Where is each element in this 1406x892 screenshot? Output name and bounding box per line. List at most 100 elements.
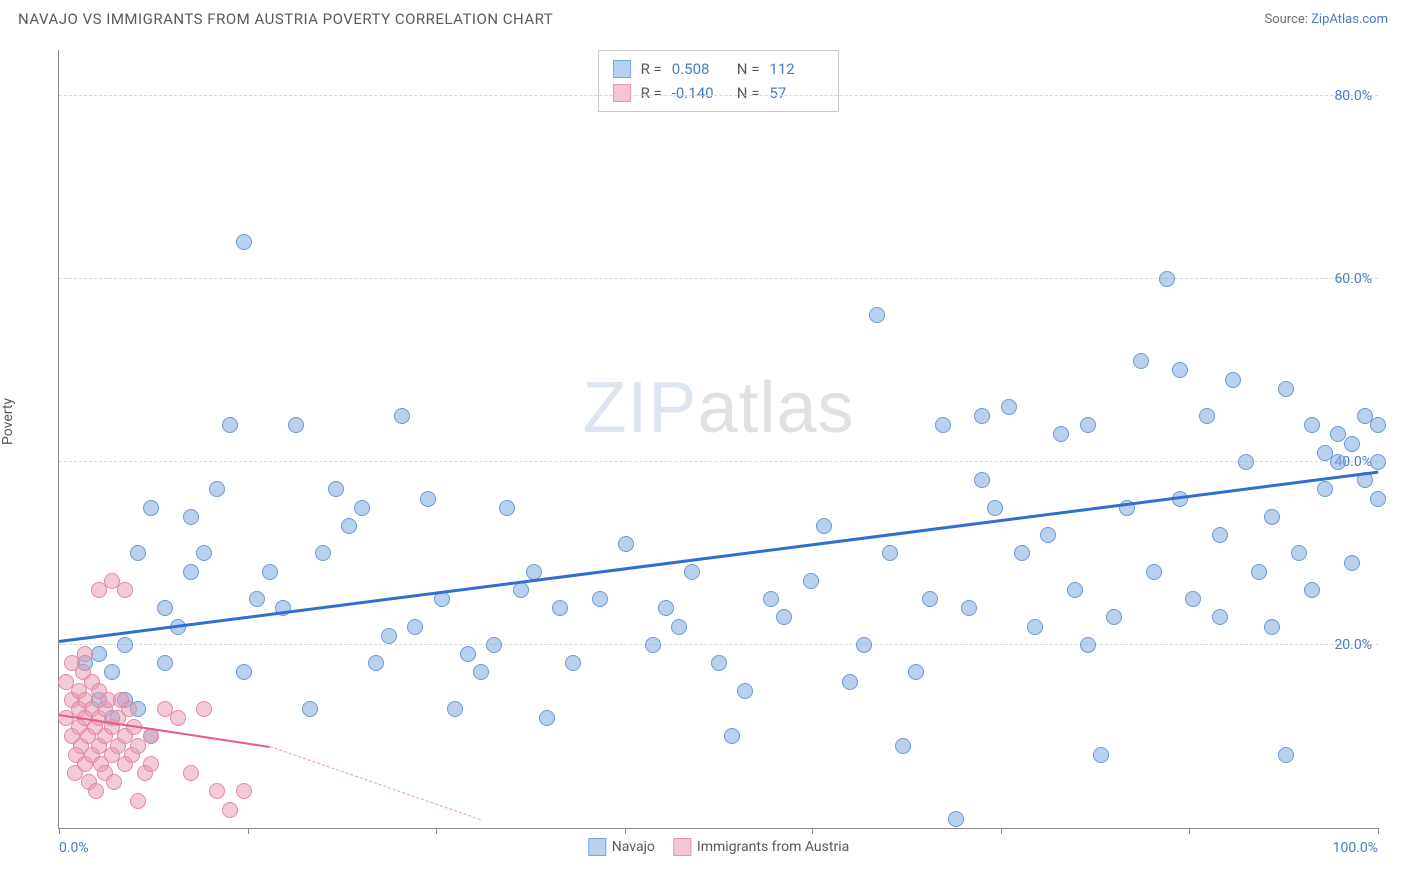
data-point [1027, 619, 1043, 635]
data-point [922, 591, 938, 607]
data-point [1014, 545, 1030, 561]
swatch-icon [588, 838, 606, 856]
swatch-icon [613, 60, 631, 78]
data-point [935, 417, 951, 433]
data-point [1212, 609, 1228, 625]
data-point [183, 564, 199, 580]
legend-item: Immigrants from Austria [673, 838, 849, 856]
data-point [209, 783, 225, 799]
data-point [987, 500, 1003, 516]
data-point [1264, 619, 1280, 635]
chart-title: NAVAJO VS IMMIGRANTS FROM AUSTRIA POVERT… [18, 10, 553, 28]
data-point [1278, 747, 1294, 763]
data-point [143, 756, 159, 772]
y-axis-label: Poverty [0, 398, 16, 445]
data-point [170, 710, 186, 726]
legend-item: Navajo [588, 838, 655, 856]
x-axis-min-label: 0.0% [59, 840, 89, 856]
x-axis-max-label: 100.0% [1333, 840, 1378, 856]
data-point [974, 472, 990, 488]
data-point [222, 417, 238, 433]
data-point [552, 600, 568, 616]
data-point [1344, 555, 1360, 571]
x-tick [1378, 828, 1379, 834]
data-point [1080, 417, 1096, 433]
watermark: ZIPatlas [582, 367, 854, 449]
data-point [1225, 372, 1241, 388]
data-point [1067, 582, 1083, 598]
data-point [1370, 454, 1386, 470]
data-point [315, 545, 331, 561]
data-point [1159, 271, 1175, 287]
data-point [1053, 426, 1069, 442]
x-tick [248, 828, 249, 834]
stats-row: R = 0.508 N = 112 [613, 57, 825, 81]
data-point [671, 619, 687, 635]
data-point [1370, 491, 1386, 507]
data-point [1304, 417, 1320, 433]
plot-area: ZIPatlas R = 0.508 N = 112 R = -0.140 N … [58, 50, 1378, 829]
data-point [262, 564, 278, 580]
data-point [407, 619, 423, 635]
data-point [1093, 747, 1109, 763]
data-point [368, 655, 384, 671]
data-point [130, 545, 146, 561]
data-point [1370, 417, 1386, 433]
data-point [249, 591, 265, 607]
data-point [77, 646, 93, 662]
data-point [381, 628, 397, 644]
x-tick [812, 828, 813, 834]
gridline [59, 461, 1378, 462]
data-point [763, 591, 779, 607]
source-attribution: Source: ZipAtlas.com [1264, 12, 1388, 27]
data-point [1264, 509, 1280, 525]
data-point [513, 582, 529, 598]
data-point [236, 664, 252, 680]
data-point [394, 408, 410, 424]
data-point [183, 509, 199, 525]
data-point [447, 701, 463, 717]
data-point [460, 646, 476, 662]
data-point [1106, 609, 1122, 625]
data-point [565, 655, 581, 671]
data-point [908, 664, 924, 680]
data-point [658, 600, 674, 616]
swatch-icon [673, 838, 691, 856]
data-point [803, 573, 819, 589]
data-point [645, 637, 661, 653]
data-point [711, 655, 727, 671]
legend-label: Immigrants from Austria [697, 839, 849, 855]
data-point [1330, 454, 1346, 470]
data-point [499, 500, 515, 516]
gridline [59, 278, 1378, 279]
data-point [1146, 564, 1162, 580]
chart-header: NAVAJO VS IMMIGRANTS FROM AUSTRIA POVERT… [0, 0, 1406, 36]
data-point [895, 738, 911, 754]
data-point [157, 600, 173, 616]
data-point [1304, 582, 1320, 598]
data-point [88, 783, 104, 799]
chart-container: Poverty ZIPatlas R = 0.508 N = 112 R = -… [18, 40, 1388, 874]
data-point [130, 793, 146, 809]
y-tick-label: 80.0% [1334, 88, 1372, 104]
data-point [882, 545, 898, 561]
data-point [117, 582, 133, 598]
data-point [684, 564, 700, 580]
data-point [1199, 408, 1215, 424]
y-tick-label: 20.0% [1334, 637, 1372, 653]
data-point [236, 783, 252, 799]
source-link[interactable]: ZipAtlas.com [1311, 12, 1388, 27]
data-point [1185, 591, 1201, 607]
data-point [948, 811, 964, 827]
data-point [842, 674, 858, 690]
trend-line [270, 746, 481, 820]
data-point [592, 591, 608, 607]
data-point [539, 710, 555, 726]
data-point [1080, 637, 1096, 653]
data-point [724, 728, 740, 744]
data-point [1278, 381, 1294, 397]
data-point [856, 637, 872, 653]
x-tick [625, 828, 626, 834]
stats-row: R = -0.140 N = 57 [613, 81, 825, 105]
trend-line [59, 471, 1378, 643]
